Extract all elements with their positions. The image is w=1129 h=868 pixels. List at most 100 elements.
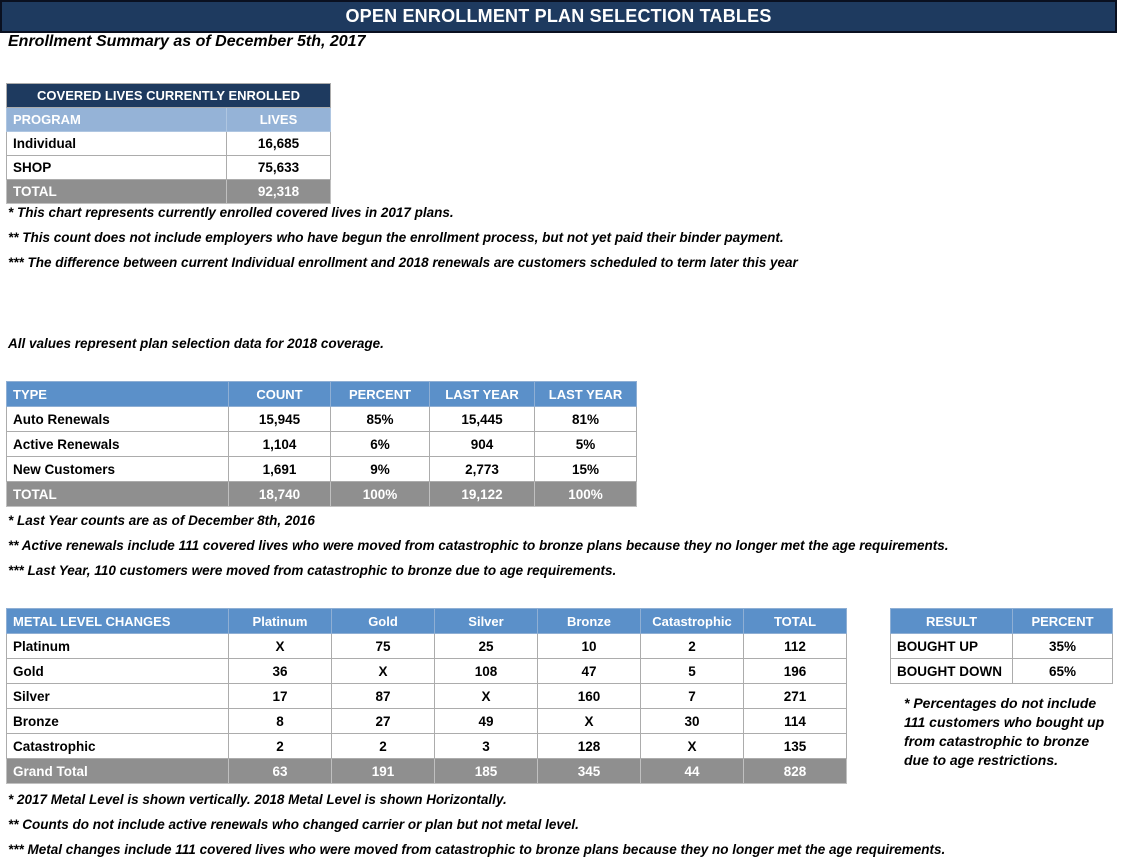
- cell-percent: 9%: [330, 456, 430, 482]
- cell-value: 87: [331, 683, 435, 709]
- cell-value: 36: [228, 658, 332, 684]
- cell-value: 2: [228, 733, 332, 759]
- footnote: * Last Year counts are as of December 8t…: [8, 513, 315, 528]
- table-row: Gold 36 X 108 47 5 196: [6, 658, 847, 684]
- cell-bought-down-label: BOUGHT DOWN: [890, 658, 1013, 684]
- table-row: Platinum X 75 25 10 2 112: [6, 633, 847, 659]
- cell-lastyear-count: 2,773: [429, 456, 535, 482]
- cell-value: 3: [434, 733, 538, 759]
- footnote: *** The difference between current Indiv…: [8, 255, 798, 270]
- cell-value: 160: [537, 683, 641, 709]
- result-table: RESULT PERCENT BOUGHT UP 35% BOUGHT DOWN…: [890, 608, 1113, 684]
- table-total-row: TOTAL 18,740 100% 19,122 100%: [6, 481, 637, 507]
- metal-changes-footnotes: * 2017 Metal Level is shown vertically. …: [8, 792, 945, 857]
- section-banner-title: OPEN ENROLLMENT PLAN SELECTION TABLES: [345, 6, 772, 26]
- footnote: ** Counts do not include active renewals…: [8, 817, 579, 832]
- cell-grand-total-value: 44: [640, 758, 744, 784]
- cell-value: 8: [228, 708, 332, 734]
- cell-program-individual: Individual: [6, 131, 227, 156]
- table-row: New Customers 1,691 9% 2,773 15%: [6, 456, 637, 482]
- table-header-row: RESULT PERCENT: [890, 608, 1113, 634]
- cell-value: 108: [434, 658, 538, 684]
- footnote: *** Metal changes include 111 covered li…: [8, 842, 946, 857]
- cell-grand-total-value: 63: [228, 758, 332, 784]
- column-header-lives: LIVES: [226, 107, 331, 132]
- cell-lastyear-percent: 5%: [534, 431, 637, 457]
- cell-row-total: 135: [743, 733, 847, 759]
- table-title-row: COVERED LIVES CURRENTLY ENROLLED: [6, 83, 331, 108]
- cell-grand-total-value: 191: [331, 758, 435, 784]
- table-row: Individual 16,685: [6, 131, 331, 156]
- column-header-gold: Gold: [331, 608, 435, 634]
- cell-value: 2: [331, 733, 435, 759]
- table-header-row: METAL LEVEL CHANGES Platinum Gold Silver…: [6, 608, 847, 634]
- cell-grand-total-value: 345: [537, 758, 641, 784]
- column-header-count: COUNT: [228, 381, 331, 407]
- covered-lives-table: COVERED LIVES CURRENTLY ENROLLED PROGRAM…: [6, 83, 331, 204]
- section-banner: OPEN ENROLLMENT PLAN SELECTION TABLES: [0, 0, 1117, 33]
- cell-row-label: Bronze: [6, 708, 229, 734]
- column-header-program: PROGRAM: [6, 107, 227, 132]
- cell-row-total: 271: [743, 683, 847, 709]
- table-row: Auto Renewals 15,945 85% 15,445 81%: [6, 406, 637, 432]
- cell-count: 15,945: [228, 406, 331, 432]
- cell-total-count: 18,740: [228, 481, 331, 507]
- cell-value: 10: [537, 633, 641, 659]
- table-total-row: TOTAL 92,318: [6, 179, 331, 204]
- cell-value: 128: [537, 733, 641, 759]
- column-header-percent: PERCENT: [1012, 608, 1113, 634]
- cell-row-total: 196: [743, 658, 847, 684]
- table-row: BOUGHT UP 35%: [890, 633, 1113, 659]
- cell-total-lives: 92,318: [226, 179, 331, 204]
- cell-row-label: Gold: [6, 658, 229, 684]
- cell-bought-up-percent: 35%: [1012, 633, 1113, 659]
- table-row: Catastrophic 2 2 3 128 X 135: [6, 733, 847, 759]
- cell-total-label: TOTAL: [6, 481, 229, 507]
- covered-lives-title: COVERED LIVES CURRENTLY ENROLLED: [6, 83, 331, 108]
- cell-value: X: [640, 733, 744, 759]
- column-header-lastyear-percent: LAST YEAR: [534, 381, 637, 407]
- covered-lives-footnotes: * This chart represents currently enroll…: [8, 205, 798, 270]
- cell-total-percent: 100%: [330, 481, 430, 507]
- column-header-silver: Silver: [434, 608, 538, 634]
- cell-percent: 85%: [330, 406, 430, 432]
- cell-total-lastyear-count: 19,122: [429, 481, 535, 507]
- cell-program-shop: SHOP: [6, 155, 227, 180]
- cell-lastyear-count: 15,445: [429, 406, 535, 432]
- cell-value: 2: [640, 633, 744, 659]
- cell-value: 5: [640, 658, 744, 684]
- cell-value: 49: [434, 708, 538, 734]
- cell-value: X: [434, 683, 538, 709]
- column-header-result: RESULT: [890, 608, 1013, 634]
- cell-value: 75: [331, 633, 435, 659]
- column-header-lastyear-count: LAST YEAR: [429, 381, 535, 407]
- cell-value: X: [228, 633, 332, 659]
- plan-selection-table: TYPE COUNT PERCENT LAST YEAR LAST YEAR A…: [6, 381, 637, 507]
- cell-total-label: TOTAL: [6, 179, 227, 204]
- cell-value: X: [331, 658, 435, 684]
- table-header-row: TYPE COUNT PERCENT LAST YEAR LAST YEAR: [6, 381, 637, 407]
- cell-value: 27: [331, 708, 435, 734]
- cell-row-label: Silver: [6, 683, 229, 709]
- section-subtitle: All values represent plan selection data…: [8, 336, 384, 351]
- cell-grand-total-value: 828: [743, 758, 847, 784]
- column-header-catastrophic: Catastrophic: [640, 608, 744, 634]
- column-header-bronze: Bronze: [537, 608, 641, 634]
- cell-type: Auto Renewals: [6, 406, 229, 432]
- cell-lastyear-percent: 15%: [534, 456, 637, 482]
- cell-value: X: [537, 708, 641, 734]
- footnote: * This chart represents currently enroll…: [8, 205, 454, 220]
- cell-row-total: 114: [743, 708, 847, 734]
- footnote: *** Last Year, 110 customers were moved …: [8, 563, 617, 578]
- cell-count: 1,691: [228, 456, 331, 482]
- cell-value: 17: [228, 683, 332, 709]
- cell-value: 30: [640, 708, 744, 734]
- cell-bought-up-label: BOUGHT UP: [890, 633, 1013, 659]
- cell-value: 47: [537, 658, 641, 684]
- cell-lastyear-count: 904: [429, 431, 535, 457]
- cell-bought-down-percent: 65%: [1012, 658, 1113, 684]
- cell-row-total: 112: [743, 633, 847, 659]
- cell-lives-individual: 16,685: [226, 131, 331, 156]
- cell-lastyear-percent: 81%: [534, 406, 637, 432]
- cell-type: Active Renewals: [6, 431, 229, 457]
